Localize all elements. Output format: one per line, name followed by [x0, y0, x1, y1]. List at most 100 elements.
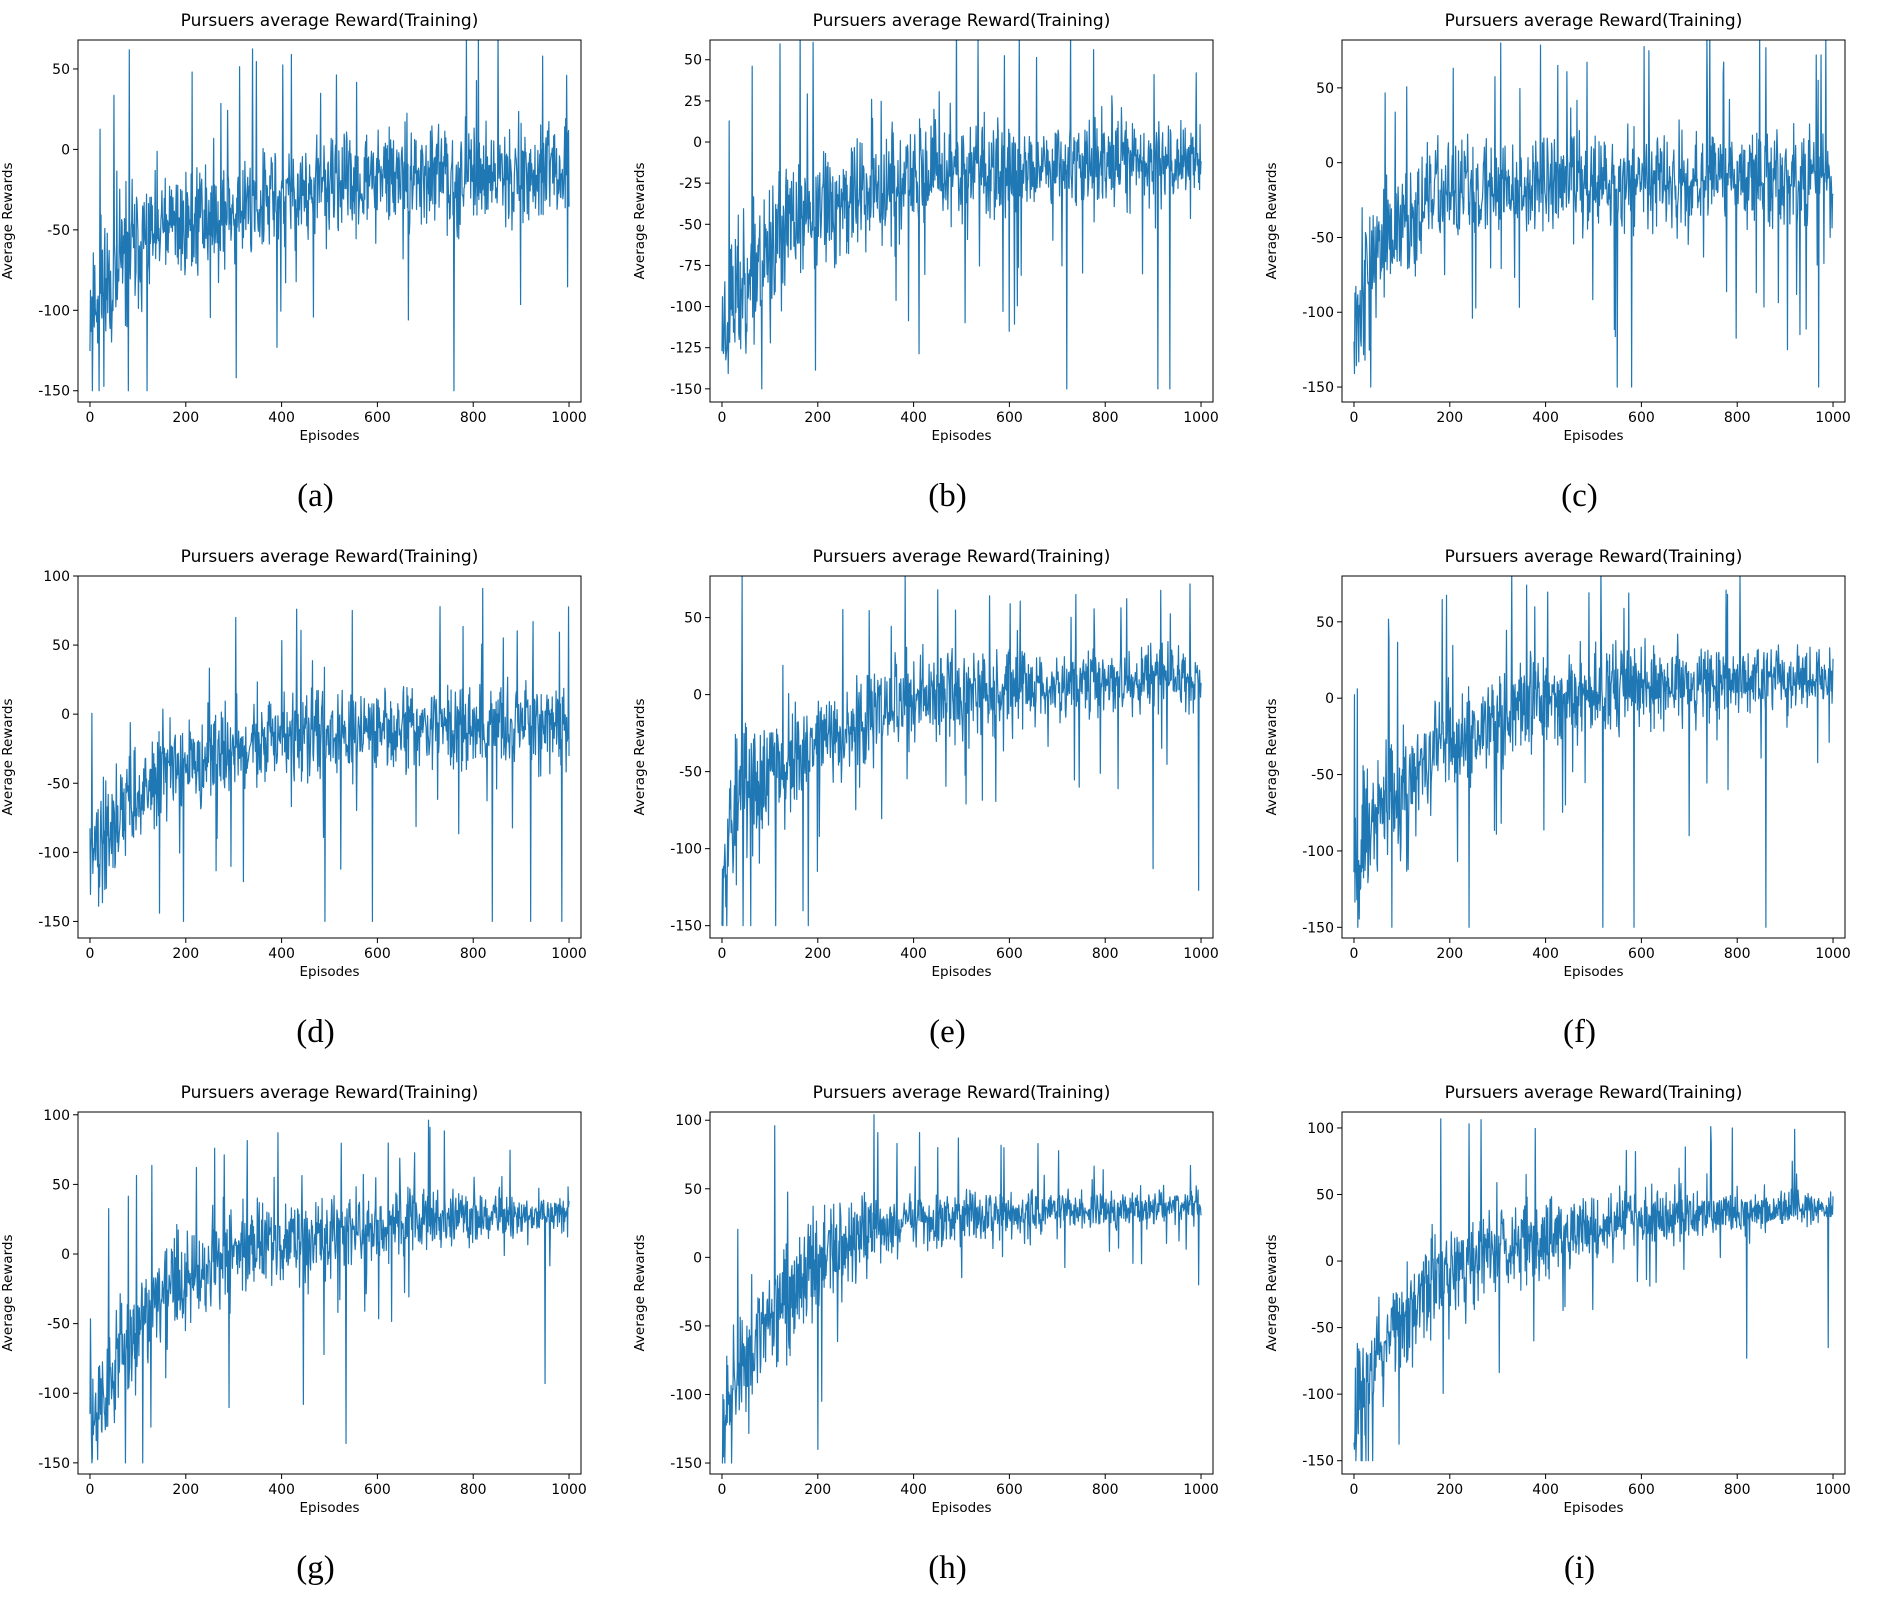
x-tick-label: 800 — [460, 1482, 487, 1498]
plot-frame — [77, 39, 582, 403]
x-tick-label: 800 — [1092, 946, 1119, 962]
x-tick-label: 200 — [804, 410, 831, 426]
line-chart: Pursuers average Reward(Training) 0 200 400… — [632, 547, 1219, 980]
chart-panel: Pursuers average Reward(Training) 0 200 400… — [0, 536, 631, 1072]
x-tick-label: 400 — [900, 410, 927, 426]
plot-frame — [77, 1111, 582, 1475]
line-chart: Pursuers average Reward(Training) 0 200 400… — [0, 1083, 587, 1516]
x-tick-label: 600 — [996, 1482, 1023, 1498]
x-axis-label: Episodes — [299, 1500, 359, 1516]
chart-title: Pursuers average Reward(Training) — [813, 1083, 1111, 1103]
y-tick-label: -100 — [38, 1386, 70, 1402]
y-axis-label: Average Rewards — [1264, 698, 1280, 815]
x-tick-label: 400 — [268, 1482, 295, 1498]
x-tick-label: 0 — [718, 410, 727, 426]
panel-caption: (g) — [296, 1550, 335, 1586]
plot-frame — [709, 575, 1214, 939]
x-tick-label: 0 — [86, 946, 95, 962]
x-tick-label: 0 — [86, 1482, 95, 1498]
y-tick-label: 50 — [52, 62, 70, 78]
chart-panel: Pursuers average Reward(Training) 0 200 400… — [632, 1072, 1263, 1608]
y-tick-label: -150 — [38, 384, 70, 400]
y-tick-label: -150 — [38, 914, 70, 930]
x-tick-label: 800 — [1092, 410, 1119, 426]
panel-caption: (a) — [297, 478, 334, 514]
y-axis-label: Average Rewards — [632, 162, 648, 279]
plot-frame — [709, 39, 1214, 403]
x-tick-label: 0 — [1350, 1482, 1359, 1498]
y-tick-label: 100 — [1307, 1121, 1334, 1137]
x-tick-label: 1000 — [1183, 410, 1219, 426]
x-tick-label: 1000 — [1815, 1482, 1851, 1498]
series-line — [89, 40, 570, 392]
x-tick-label: 600 — [364, 1482, 391, 1498]
plot-frame — [1341, 575, 1846, 939]
x-tick-label: 600 — [996, 410, 1023, 426]
y-tick-label: -150 — [1302, 920, 1334, 936]
x-tick-label: 1000 — [1183, 1482, 1219, 1498]
plot-frame — [709, 1111, 1214, 1475]
plot-frame — [1341, 1111, 1846, 1475]
chart-panel: Pursuers average Reward(Training) 0 200 400… — [0, 0, 631, 536]
y-axis-label: Average Rewards — [632, 1234, 648, 1351]
y-tick-label: 100 — [43, 569, 70, 585]
y-tick-label: -50 — [1311, 768, 1334, 784]
y-tick-label: -125 — [670, 341, 702, 357]
y-tick-label: -100 — [670, 1387, 702, 1403]
x-axis-label: Episodes — [1563, 428, 1623, 444]
line-chart: Pursuers average Reward(Training) 0 200 400… — [632, 11, 1219, 444]
line-chart: Pursuers average Reward(Training) 0 200 400… — [632, 1083, 1219, 1516]
x-tick-label: 1000 — [551, 946, 587, 962]
y-tick-label: -150 — [670, 919, 702, 935]
y-tick-label: 50 — [1316, 1188, 1334, 1204]
chart-panel: Pursuers average Reward(Training) 0 200 400… — [1264, 1072, 1895, 1608]
x-tick-label: 400 — [268, 410, 295, 426]
x-axis-label: Episodes — [931, 428, 991, 444]
chart-panel: Pursuers average Reward(Training) 0 200 400… — [1264, 536, 1895, 1072]
y-tick-label: 50 — [684, 611, 702, 627]
y-tick-label: 0 — [1325, 1254, 1334, 1270]
y-tick-label: 0 — [1325, 156, 1334, 172]
y-axis-label: Average Rewards — [1264, 1234, 1280, 1351]
x-axis-label: Episodes — [1563, 1500, 1623, 1516]
y-axis-label: Average Rewards — [0, 162, 16, 279]
y-tick-label: -150 — [670, 1456, 702, 1472]
line-chart: Pursuers average Reward(Training) 0 200 400… — [0, 11, 587, 444]
x-tick-label: 200 — [1436, 1482, 1463, 1498]
x-tick-label: 0 — [718, 946, 727, 962]
x-axis-label: Episodes — [299, 428, 359, 444]
y-tick-label: 50 — [1316, 615, 1334, 631]
x-tick-label: 200 — [1436, 946, 1463, 962]
y-tick-label: -50 — [1311, 1321, 1334, 1337]
line-chart: Pursuers average Reward(Training) 0 200 400… — [1264, 1083, 1851, 1516]
x-tick-label: 0 — [1350, 946, 1359, 962]
y-tick-label: 50 — [52, 1177, 70, 1193]
y-tick-label: 0 — [693, 688, 702, 704]
y-tick-label: -50 — [47, 1317, 70, 1333]
line-chart: Pursuers average Reward(Training) 0 200 400… — [1264, 11, 1851, 444]
series-line — [1353, 576, 1834, 928]
y-tick-label: -150 — [1302, 1454, 1334, 1470]
y-tick-label: -100 — [38, 845, 70, 861]
y-tick-label: -50 — [1311, 230, 1334, 246]
x-tick-label: 800 — [1724, 1482, 1751, 1498]
y-tick-label: 0 — [61, 707, 70, 723]
x-tick-label: 400 — [268, 946, 295, 962]
series-line — [721, 40, 1202, 390]
y-tick-label: -150 — [1302, 380, 1334, 396]
chart-title: Pursuers average Reward(Training) — [1445, 1083, 1743, 1103]
y-tick-label: 100 — [675, 1113, 702, 1129]
x-tick-label: 600 — [1628, 946, 1655, 962]
x-tick-label: 400 — [900, 946, 927, 962]
chart-title: Pursuers average Reward(Training) — [1445, 11, 1743, 31]
x-tick-label: 600 — [996, 946, 1023, 962]
x-tick-label: 0 — [718, 1482, 727, 1498]
x-tick-label: 800 — [460, 946, 487, 962]
chart-title: Pursuers average Reward(Training) — [181, 11, 479, 31]
y-tick-label: -100 — [1302, 844, 1334, 860]
chart-title: Pursuers average Reward(Training) — [181, 1083, 479, 1103]
x-tick-label: 400 — [1532, 1482, 1559, 1498]
y-tick-label: 0 — [693, 1250, 702, 1266]
y-tick-label: -50 — [679, 1319, 702, 1335]
